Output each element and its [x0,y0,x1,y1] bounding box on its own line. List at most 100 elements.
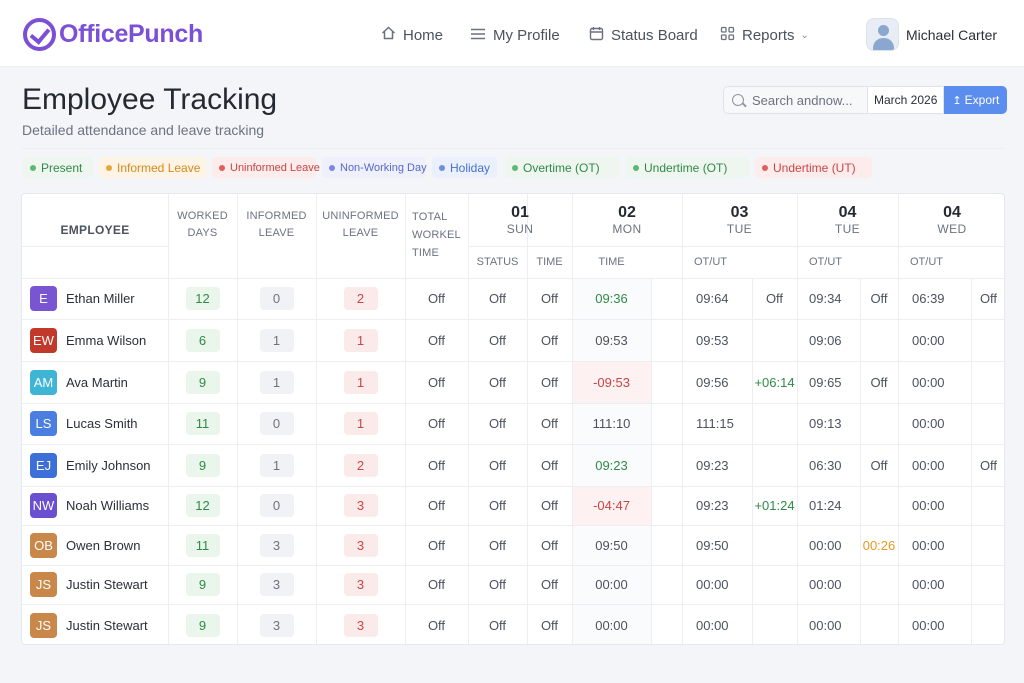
total-time-value: Off [427,498,446,513]
search-input[interactable] [752,92,857,108]
wed-time-value: 00:00 [912,416,945,431]
worked-days-badge: 9 [185,613,220,637]
worked-days-cell: 9 [168,444,237,486]
tue-otut-value: +06:14 [754,374,795,390]
tue-time-cell: 09:64 [682,278,752,319]
mon-time-value: 09:23 [595,457,628,473]
wed-otut-cell [971,525,1004,565]
nav-status-board-label: Status Board [611,26,698,44]
subheader-time: TIME [572,246,651,278]
subheader-label: TIME [598,256,625,268]
nav-my-profile[interactable]: My Profile [470,24,560,46]
worked-days-badge: 11 [185,533,220,557]
tue2-otut-cell [860,403,898,444]
sun-status-value: Off [488,291,507,306]
total-time-value: Off [427,537,446,553]
nav-home[interactable]: Home [380,24,443,46]
wed-time-value: 00:00 [912,374,945,390]
user-menu[interactable]: Michael Carter [866,18,997,51]
uninformed-leave-badge: 3 [343,533,378,557]
tue-time-cell: 09:50 [682,525,752,565]
employee-cell[interactable]: EW Emma Wilson [22,319,168,361]
uninformed-leave-cell: 1 [316,361,405,403]
tue-otut-cell: +01:24 [752,486,797,525]
header-day-04-wed: 04 WED [898,194,1004,246]
tue-otut-cell [752,403,797,444]
employee-cell[interactable]: OB Owen Brown [22,525,168,565]
nav-reports-dropdown[interactable]: Reports ⌄ [719,24,809,46]
informed-leave-cell: 0 [237,278,316,319]
column-divider [898,194,899,644]
employee-avatar: OB [30,532,57,558]
total-time-cell: Off [405,486,468,525]
tue-otut-value: Off [765,291,784,306]
employee-name: Justin Stewart [66,617,148,633]
sun-time-value: Off [540,416,559,431]
header-divider [22,148,1004,149]
legend-chip-non-working-day: Non-Working Day [322,157,427,178]
employee-cell[interactable]: LS Lucas Smith [22,403,168,444]
brand-logo[interactable]: OfficePunch [23,17,203,51]
calendar-icon [588,26,604,45]
employee-cell[interactable]: NW Noah Williams [22,486,168,525]
header-employee-divider [22,246,168,247]
employee-cell[interactable]: JS Justin Stewart [22,565,168,604]
logo-check-icon [23,17,56,51]
column-divider [237,194,238,644]
tue2-time-cell: 09:06 [797,319,860,361]
employee-cell[interactable]: JS Justin Stewart [22,604,168,644]
mon-time-value: 00:00 [595,577,628,592]
header-day-name: SUN [506,222,534,236]
employee-cell[interactable]: EJ Emily Johnson [22,444,168,486]
sun-time-cell: Off [527,565,572,604]
legend-label: Uninformed Leave [230,161,320,174]
legend-label: Overtime (OT) [523,160,600,175]
export-button[interactable]: ↥ Export [944,86,1008,114]
nav-status-board[interactable]: Status Board [588,24,698,46]
uninformed-leave-badge: 1 [343,412,378,435]
wed-time-cell: 00:00 [898,361,971,403]
subheader-status: STATUS [468,246,527,278]
brand-name: OfficePunch [59,19,203,48]
legend-chip-holiday: Holiday [432,157,497,178]
employee-name: Ava Martin [66,374,128,390]
employee-cell[interactable]: E Ethan Miller [22,278,168,319]
header-day-01-sun: 01 SUN [468,194,572,246]
wed-otut-value: Off [979,457,998,473]
uninformed-leave-cell: 3 [316,565,405,604]
employee-cell[interactable]: AM Ava Martin [22,361,168,403]
nav-reports-label: Reports [742,26,795,44]
legend-label: Non-Working Day [340,161,427,174]
top-navigation-bar: OfficePunch Home My Profile Status Board… [0,0,1024,67]
mon-time-cell: 09:36 [572,278,651,319]
search-box[interactable] [723,86,868,114]
row-divider [22,444,1004,445]
sun-time-cell: Off [527,278,572,319]
wed-otut-cell [971,565,1004,604]
sun-time-value: Off [540,291,559,306]
subcolumn-divider [752,278,753,644]
total-time-cell: Off [405,403,468,444]
month-selector[interactable]: March 2026 [868,86,945,114]
subcolumn-divider [651,278,652,644]
worked-days-cell: 9 [168,361,237,403]
informed-leave-badge: 0 [259,287,294,310]
informed-leave-badge: 1 [259,328,294,352]
tue2-time-value: 09:06 [809,332,842,348]
page-subtitle: Detailed attendance and leave tracking [22,122,265,138]
header-worked-days: WORKED DAYS [168,194,237,278]
worked-days-badge: 9 [185,453,220,477]
tue-time-value: 09:64 [696,291,729,306]
tue2-otut-cell [860,604,898,644]
worked-days-badge: 11 [185,412,220,435]
mon-time-value: 111:10 [592,416,631,431]
subcolumn-divider [971,278,972,644]
undertime-cell-background [572,486,651,525]
tue2-otut-cell: 00:26 [860,525,898,565]
header-day-name: TUE [834,222,861,236]
sun-time-value: Off [540,498,559,513]
uninformed-leave-badge: 2 [343,287,378,310]
employee-name: Emily Johnson [66,457,151,473]
mon-time-value: 09:36 [595,291,628,306]
sun-status-value: Off [488,332,507,348]
